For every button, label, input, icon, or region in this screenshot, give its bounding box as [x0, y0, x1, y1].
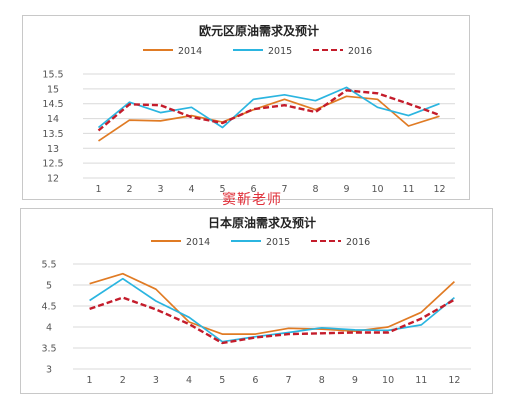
- y-tick-label: 13.5: [42, 129, 63, 140]
- chart-title: 日本原油需求及预计: [208, 215, 316, 230]
- y-tick-label: 4.5: [41, 302, 56, 313]
- x-tick-label: 3: [157, 184, 163, 195]
- x-tick-label: 5: [219, 375, 225, 386]
- y-tick-label: 15.5: [42, 70, 63, 81]
- x-tick-label: 9: [343, 184, 349, 195]
- x-tick-label: 5: [219, 184, 225, 195]
- legend-item: 2015: [231, 237, 290, 248]
- series-line-2014: [98, 95, 440, 142]
- x-tick-label: 7: [281, 184, 287, 195]
- x-tick-label: 1: [95, 184, 101, 195]
- y-tick-label: 12: [47, 174, 59, 185]
- y-tick-label: 5.5: [41, 260, 56, 271]
- x-tick-label: 8: [319, 375, 325, 386]
- legend-item: 2015: [233, 46, 292, 57]
- y-tick-label: 3.5: [41, 344, 56, 355]
- x-tick-label: 6: [250, 184, 256, 195]
- x-tick-label: 6: [252, 375, 258, 386]
- x-tick-label: 11: [415, 375, 427, 386]
- x-tick-label: 10: [382, 375, 394, 386]
- legend-label: 2016: [348, 46, 372, 57]
- x-tick-label: 4: [186, 375, 192, 386]
- x-tick-label: 8: [312, 184, 318, 195]
- legend-item: 2014: [151, 237, 210, 248]
- y-tick-label: 4: [46, 323, 52, 334]
- chart-panel-euro: 欧元区原油需求及预计 2014 2015 2016 12 12.5 13 13.5 14 14.5…: [22, 15, 470, 200]
- x-tick-label: 3: [153, 375, 159, 386]
- y-tick-label: 5: [46, 281, 52, 292]
- legend-item: 2016: [311, 237, 370, 248]
- series-line-2015: [97, 86, 440, 129]
- series-line-2016: [89, 296, 455, 345]
- y-tick-label: 14: [47, 114, 59, 125]
- chart-title: 欧元区原油需求及预计: [199, 23, 319, 38]
- legend-label: 2015: [266, 237, 290, 248]
- legend-label: 2014: [178, 46, 202, 57]
- legend-label: 2015: [268, 46, 292, 57]
- y-tick-label: 15: [47, 84, 59, 95]
- x-tick-label: 11: [402, 184, 414, 195]
- chart-panel-japan: 日本原油需求及预计 2014 2015 2016 3 3.5 4 4.5 5 5.5 1 2 3 4 5 6 7…: [20, 208, 493, 394]
- y-tick-label: 14.5: [42, 99, 63, 110]
- x-tick-label: 2: [126, 184, 132, 195]
- x-tick-label: 4: [188, 184, 194, 195]
- x-tick-label: 7: [286, 375, 292, 386]
- watermark-text: 窦靳老师: [222, 192, 282, 208]
- legend-label: 2016: [346, 237, 370, 248]
- x-tick-label: 9: [352, 375, 358, 386]
- series-line-2016: [97, 89, 440, 132]
- x-tick-label: 1: [87, 375, 93, 386]
- y-tick-label: 3: [46, 365, 52, 376]
- y-tick-label: 13: [47, 144, 59, 155]
- x-tick-label: 12: [433, 184, 445, 195]
- x-tick-label: 12: [448, 375, 460, 386]
- legend-item: 2016: [313, 46, 372, 57]
- legend-item: 2014: [143, 46, 202, 57]
- series-line-2015: [89, 277, 455, 343]
- x-tick-label: 10: [371, 184, 383, 195]
- x-tick-label: 2: [120, 375, 126, 386]
- legend-label: 2014: [186, 237, 210, 248]
- y-tick-label: 12.5: [42, 159, 63, 170]
- series-line-2014: [89, 272, 455, 335]
